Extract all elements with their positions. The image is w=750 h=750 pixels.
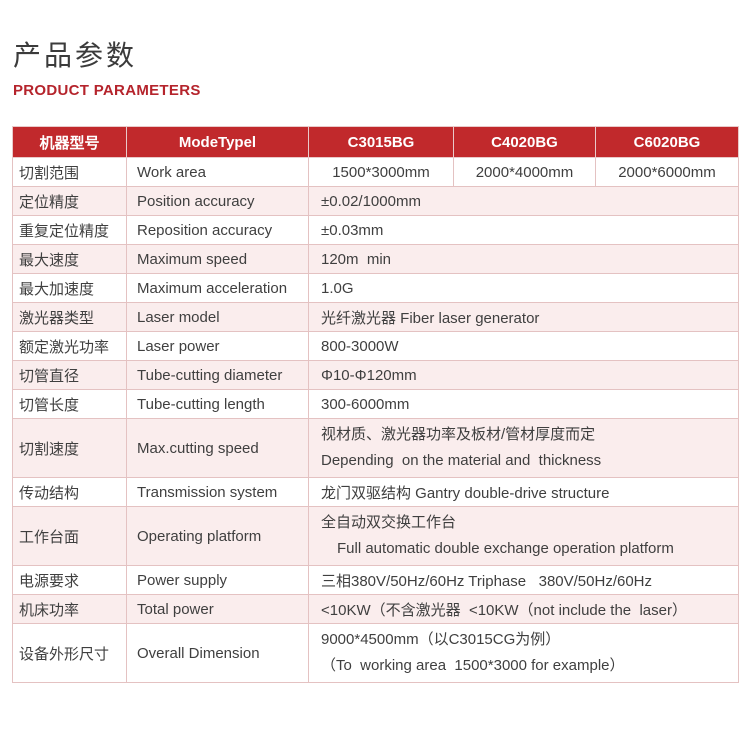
param-name-cn: 切管长度 — [12, 389, 127, 419]
param-value: 龙门双驱结构 Gantry double-drive structure — [308, 477, 739, 507]
param-value: 光纤激光器 Fiber laser generator — [308, 302, 739, 332]
param-name-cn: 传动结构 — [12, 477, 127, 507]
table-header-row: 机器型号 ModeTypel C3015BG C4020BG C6020BG — [12, 126, 739, 158]
page-title: 产品参数 — [13, 40, 138, 71]
param-name-cn: 切割范围 — [12, 157, 127, 187]
table-row-laser-power: 额定激光功率 Laser power 800-3000W — [12, 331, 739, 361]
param-name-en: Laser power — [126, 331, 309, 361]
param-name-cn: 最大加速度 — [12, 273, 127, 303]
param-name-en: Power supply — [126, 565, 309, 595]
param-name-cn: 切割速度 — [12, 418, 127, 478]
param-name-en: Max.cutting speed — [126, 418, 309, 478]
param-value-line1: 视材质、激光器功率及板材/管材厚度而定 — [321, 426, 596, 443]
param-value: 1.0G — [308, 273, 739, 303]
table-row-operating-platform: 工作台面 Operating platform 全自动双交换工作台 Full a… — [12, 506, 739, 566]
param-name-en: Laser model — [126, 302, 309, 332]
param-value: 三相380V/50Hz/60Hz Triphase 380V/50Hz/60Hz — [308, 565, 739, 595]
table-row-tube-cutting-diameter: 切管直径 Tube-cutting diameter Φ10-Φ120mm — [12, 360, 739, 390]
param-name-en: Operating platform — [126, 506, 309, 566]
page-subtitle: PRODUCT PARAMETERS — [13, 82, 201, 99]
param-name-en: Tube-cutting length — [126, 389, 309, 419]
param-name-en: Reposition accuracy — [126, 215, 309, 245]
param-name-en: Maximum acceleration — [126, 273, 309, 303]
param-name-en: Tube-cutting diameter — [126, 360, 309, 390]
param-name-en: Total power — [126, 594, 309, 624]
param-name-en: Work area — [126, 157, 309, 187]
param-name-en: Position accuracy — [126, 186, 309, 216]
param-value-c3015bg: 1500*3000mm — [308, 157, 454, 187]
header-cell-c3015bg: C3015BG — [308, 126, 454, 158]
param-value: ±0.02/1000mm — [308, 186, 739, 216]
param-value-line2: （To working area 1500*3000 for example） — [321, 657, 625, 674]
param-value-line2: Depending on the material and thickness — [321, 452, 602, 469]
table-row-reposition-accuracy: 重复定位精度 Reposition accuracy ±0.03mm — [12, 215, 739, 245]
param-value-c4020bg: 2000*4000mm — [453, 157, 596, 187]
header-cell-c6020bg: C6020BG — [595, 126, 739, 158]
table-row-total-power: 机床功率 Total power <10KW（不含激光器 <10KW（not i… — [12, 594, 739, 624]
table-row-position-accuracy: 定位精度 Position accuracy ±0.02/1000mm — [12, 186, 739, 216]
param-value: 800-3000W — [308, 331, 739, 361]
table-row-overall-dimension: 设备外形尺寸 Overall Dimension 9000*4500mm（以C3… — [12, 623, 739, 683]
header-cell-model-type: ModeTypel — [126, 126, 309, 158]
param-name-cn: 机床功率 — [12, 594, 127, 624]
param-value: 9000*4500mm（以C3015CG为例） （To working area… — [308, 623, 739, 683]
param-name-cn: 电源要求 — [12, 565, 127, 595]
param-value: 120m min — [308, 244, 739, 274]
table-row-transmission-system: 传动结构 Transmission system 龙门双驱结构 Gantry d… — [12, 477, 739, 507]
header-cell-machine-model: 机器型号 — [12, 126, 127, 158]
param-name-en: Maximum speed — [126, 244, 309, 274]
parameters-table: 机器型号 ModeTypel C3015BG C4020BG C6020BG 切… — [12, 126, 739, 683]
param-value-line2: Full automatic double exchange operation… — [337, 540, 674, 557]
param-name-cn: 定位精度 — [12, 186, 127, 216]
param-value-c6020bg: 2000*6000mm — [595, 157, 739, 187]
param-name-cn: 重复定位精度 — [12, 215, 127, 245]
table-row-laser-model: 激光器类型 Laser model 光纤激光器 Fiber laser gene… — [12, 302, 739, 332]
param-name-cn: 切管直径 — [12, 360, 127, 390]
param-value-line1: 全自动双交换工作台 — [321, 514, 457, 531]
param-value: <10KW（不含激光器 <10KW（not include the laser） — [308, 594, 739, 624]
param-value-line1: 9000*4500mm（以C3015CG为例） — [321, 631, 561, 648]
param-name-en: Overall Dimension — [126, 623, 309, 683]
header-cell-c4020bg: C4020BG — [453, 126, 596, 158]
param-value: Φ10-Φ120mm — [308, 360, 739, 390]
table-row-max-cutting-speed: 切割速度 Max.cutting speed 视材质、激光器功率及板材/管材厚度… — [12, 418, 739, 478]
table-row-maximum-acceleration: 最大加速度 Maximum acceleration 1.0G — [12, 273, 739, 303]
table-row-work-area: 切割范围 Work area 1500*3000mm 2000*4000mm 2… — [12, 157, 739, 187]
param-name-en: Transmission system — [126, 477, 309, 507]
param-value: 视材质、激光器功率及板材/管材厚度而定 Depending on the mat… — [308, 418, 739, 478]
param-name-cn: 额定激光功率 — [12, 331, 127, 361]
param-name-cn: 设备外形尺寸 — [12, 623, 127, 683]
table-row-power-supply: 电源要求 Power supply 三相380V/50Hz/60Hz Triph… — [12, 565, 739, 595]
param-name-cn: 工作台面 — [12, 506, 127, 566]
table-row-maximum-speed: 最大速度 Maximum speed 120m min — [12, 244, 739, 274]
param-name-cn: 最大速度 — [12, 244, 127, 274]
param-value: 全自动双交换工作台 Full automatic double exchange… — [308, 506, 739, 566]
param-value: ±0.03mm — [308, 215, 739, 245]
param-value: 300-6000mm — [308, 389, 739, 419]
param-name-cn: 激光器类型 — [12, 302, 127, 332]
table-row-tube-cutting-length: 切管长度 Tube-cutting length 300-6000mm — [12, 389, 739, 419]
